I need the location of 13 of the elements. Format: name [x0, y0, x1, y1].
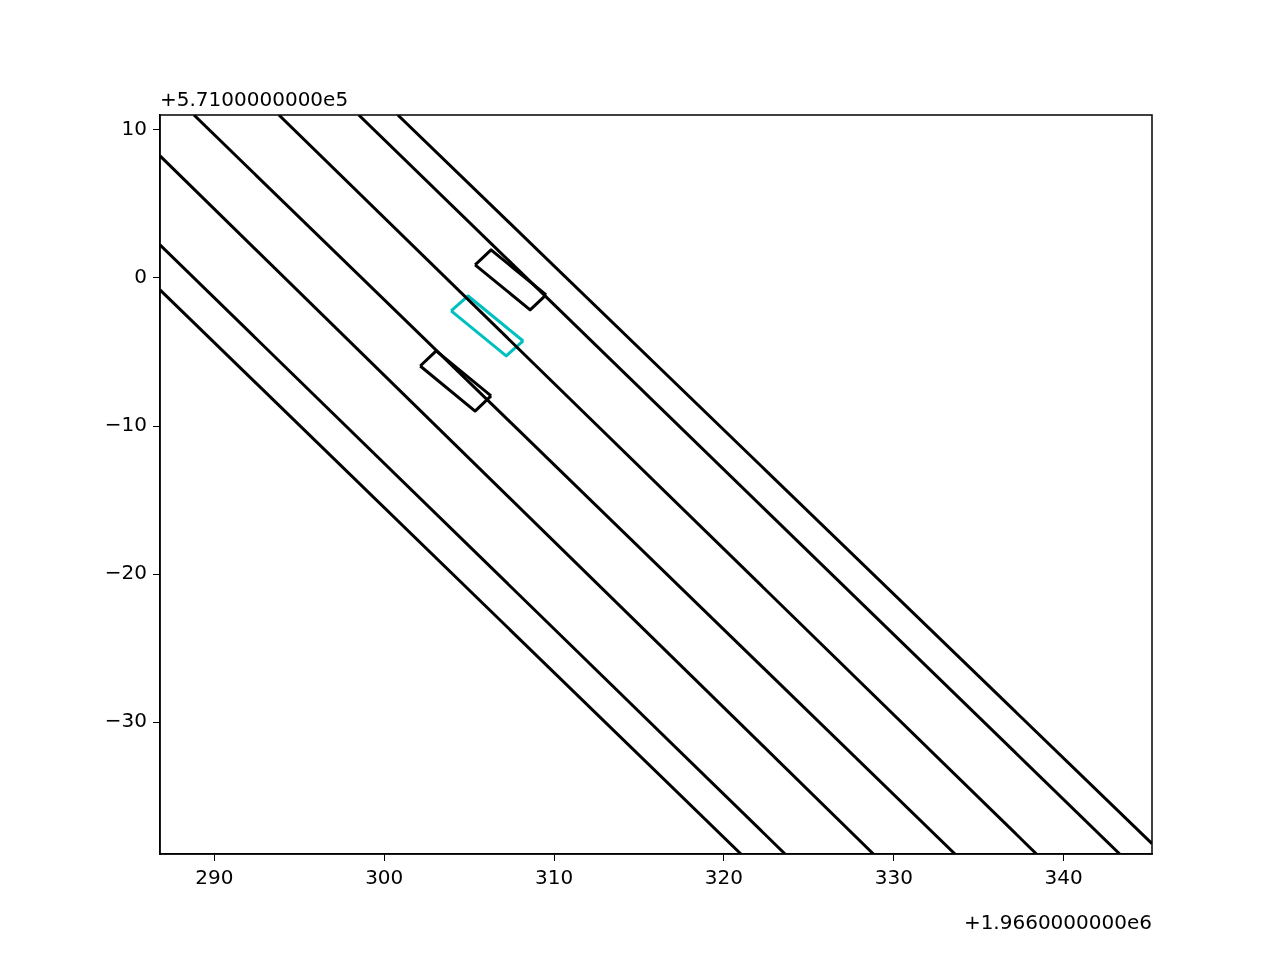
x-tick-label: 290: [195, 865, 234, 890]
x-tick-label: 330: [874, 865, 913, 890]
x-tick-label: 340: [1044, 865, 1083, 890]
text: +5.7100000000e5: [160, 87, 349, 112]
y-tick-label: 10: [121, 116, 147, 141]
y-tick-label: −20: [104, 560, 147, 585]
y-tick-label: −30: [104, 708, 147, 733]
y-tick-label: 0: [134, 264, 147, 289]
x-tick-label: 310: [534, 865, 574, 890]
x-tick-label: 300: [365, 865, 404, 890]
text: +1.9660000000e6: [963, 910, 1152, 935]
x-tick-label: 320: [704, 865, 744, 890]
y-tick-label: −10: [104, 412, 147, 437]
